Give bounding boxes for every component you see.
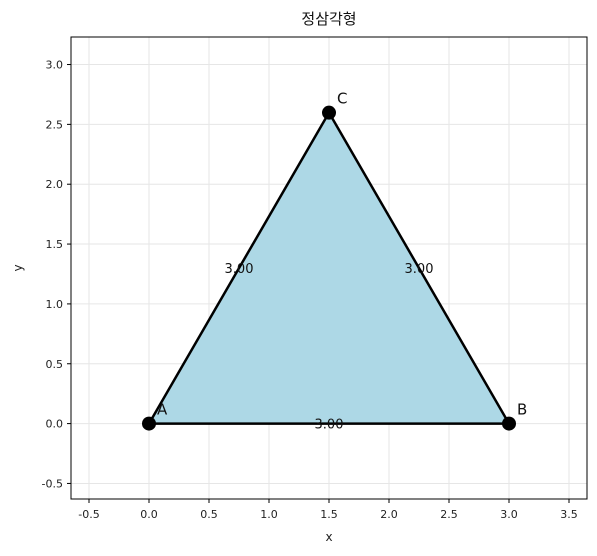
x-tick-label: 3.5 [560,508,578,521]
x-tick-label: 0.0 [140,508,158,521]
y-tick-label: 0.5 [46,358,64,371]
edge-length-label: 3.00 [225,262,254,277]
x-tick-label: -0.5 [78,508,99,521]
vertex-label-A: A [157,401,168,419]
y-ticks: -0.5 0.0 0.5 1.0 1.5 2.0 2.5 3.0 [42,59,71,490]
y-tick-label: -0.5 [42,477,63,490]
vertex-point-C [322,105,336,120]
triangle-fill [149,112,509,424]
triangle [147,111,511,425]
chart-title: 정삼각형 [301,10,356,28]
x-tick-label: 2.5 [440,508,458,521]
triangle-edge-BC [327,111,511,425]
x-tick-label: 2.0 [380,508,398,521]
x-tick-label: 0.5 [200,508,218,521]
vertex-point-B [502,416,516,431]
triangle-edge-CA [147,111,331,425]
x-ticks: -0.5 0.0 0.5 1.0 1.5 2.0 2.5 3.0 3.5 [78,499,578,521]
vertex-label-C: C [337,90,347,108]
vertex-label-B: B [517,401,527,419]
edge-length-label: 3.00 [405,262,434,277]
labels: 3.00 3.00 3.00 A B C [157,90,527,433]
y-tick-label: 0.0 [46,418,64,431]
y-tick-label: 3.0 [46,59,64,72]
x-tick-label: 1.5 [320,508,338,521]
y-axis-label: y [11,264,25,271]
y-tick-label: 2.5 [46,118,64,131]
x-tick-label: 3.0 [500,508,518,521]
y-tick-label: 1.0 [46,298,64,311]
vertex-point-A [142,416,156,431]
y-tick-label: 1.5 [46,238,64,251]
y-tick-label: 2.0 [46,178,64,191]
x-axis-label: x [325,530,332,544]
x-tick-label: 1.0 [260,508,278,521]
points [142,105,516,431]
edge-length-label: 3.00 [315,418,344,433]
